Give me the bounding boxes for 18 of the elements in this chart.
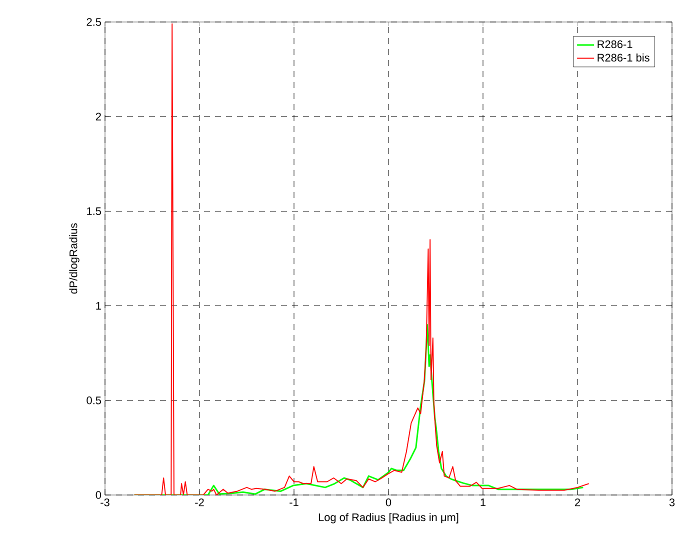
x-tick-label: -2 [195, 498, 204, 506]
x-tick-label: -3 [100, 498, 110, 506]
legend-label: R286-1 bis [598, 54, 650, 62]
x-tick-label: 2 [575, 498, 580, 506]
line-series [134, 23, 590, 495]
y-tick-label: 2.5 [86, 18, 102, 26]
x-tick-label: 1 [480, 498, 486, 506]
x-tick-label: 3 [669, 498, 675, 506]
y-tick-label: 1 [96, 302, 101, 310]
y-axis-title: dP/dlogRadius [69, 223, 80, 294]
y-tick-label: 1.5 [87, 207, 102, 216]
y-tick-label: 0 [96, 491, 102, 499]
legend-label: R286-1 [598, 40, 632, 48]
x-tick-label: -1 [290, 498, 298, 506]
y-tick-label: 2 [96, 112, 101, 120]
y-tick-label: 0.5 [86, 396, 102, 404]
x-tick-label: 0 [386, 498, 392, 506]
x-axis-title: Log of Radius [Radius in μm] [318, 513, 458, 524]
